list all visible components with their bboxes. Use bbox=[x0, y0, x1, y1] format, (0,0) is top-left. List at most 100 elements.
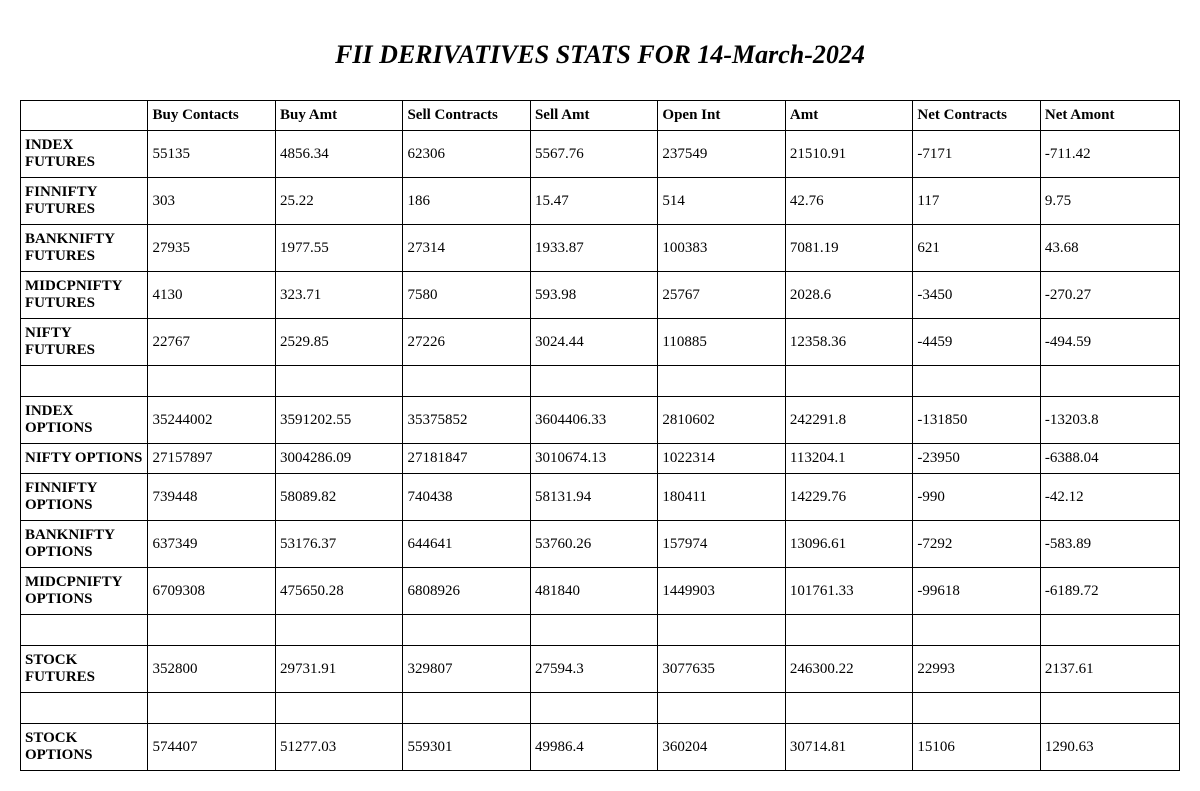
data-cell: 27594.3 bbox=[530, 646, 657, 693]
data-cell: 22993 bbox=[913, 646, 1040, 693]
data-cell: 360204 bbox=[658, 724, 785, 771]
data-cell: 329807 bbox=[403, 646, 530, 693]
table-row: NIFTY FUTURES227672529.85272263024.44110… bbox=[21, 319, 1180, 366]
data-cell: 22767 bbox=[148, 319, 275, 366]
spacer-cell bbox=[1040, 366, 1179, 397]
data-cell: 30714.81 bbox=[785, 724, 912, 771]
data-cell: 7081.19 bbox=[785, 225, 912, 272]
data-cell: 51277.03 bbox=[275, 724, 402, 771]
row-label: NIFTY OPTIONS bbox=[21, 444, 148, 474]
col-header: Sell Amt bbox=[530, 101, 657, 131]
data-cell: 25767 bbox=[658, 272, 785, 319]
data-cell: 157974 bbox=[658, 521, 785, 568]
data-cell: 303 bbox=[148, 178, 275, 225]
data-cell: 27935 bbox=[148, 225, 275, 272]
spacer-cell bbox=[530, 366, 657, 397]
data-cell: -990 bbox=[913, 474, 1040, 521]
spacer-cell bbox=[403, 366, 530, 397]
spacer-cell bbox=[21, 615, 148, 646]
data-cell: -494.59 bbox=[1040, 319, 1179, 366]
data-cell: 35244002 bbox=[148, 397, 275, 444]
data-cell: 574407 bbox=[148, 724, 275, 771]
spacer-cell bbox=[658, 693, 785, 724]
table-header-row: Buy Contacts Buy Amt Sell Contracts Sell… bbox=[21, 101, 1180, 131]
spacer-cell bbox=[913, 366, 1040, 397]
data-cell: -13203.8 bbox=[1040, 397, 1179, 444]
data-cell: 27181847 bbox=[403, 444, 530, 474]
spacer-cell bbox=[913, 615, 1040, 646]
spacer-cell bbox=[1040, 615, 1179, 646]
data-cell: 2137.61 bbox=[1040, 646, 1179, 693]
derivatives-table: Buy Contacts Buy Amt Sell Contracts Sell… bbox=[20, 100, 1180, 771]
data-cell: 2529.85 bbox=[275, 319, 402, 366]
data-cell: 29731.91 bbox=[275, 646, 402, 693]
spacer-cell bbox=[658, 366, 785, 397]
table-row: MIDCPNIFTY OPTIONS6709308475650.28680892… bbox=[21, 568, 1180, 615]
data-cell: 9.75 bbox=[1040, 178, 1179, 225]
data-cell: 2028.6 bbox=[785, 272, 912, 319]
col-header: Open Int bbox=[658, 101, 785, 131]
data-cell: 475650.28 bbox=[275, 568, 402, 615]
data-cell: 237549 bbox=[658, 131, 785, 178]
spacer-cell bbox=[530, 693, 657, 724]
table-row bbox=[21, 366, 1180, 397]
data-cell: 3077635 bbox=[658, 646, 785, 693]
col-header: Amt bbox=[785, 101, 912, 131]
data-cell: 559301 bbox=[403, 724, 530, 771]
table-row: MIDCPNIFTY FUTURES4130323.717580593.9825… bbox=[21, 272, 1180, 319]
col-header: Sell Contracts bbox=[403, 101, 530, 131]
spacer-cell bbox=[148, 366, 275, 397]
data-cell: 12358.36 bbox=[785, 319, 912, 366]
data-cell: 180411 bbox=[658, 474, 785, 521]
row-label: BANKNIFTY OPTIONS bbox=[21, 521, 148, 568]
data-cell: -23950 bbox=[913, 444, 1040, 474]
spacer-cell bbox=[275, 615, 402, 646]
data-cell: 246300.22 bbox=[785, 646, 912, 693]
data-cell: 58089.82 bbox=[275, 474, 402, 521]
spacer-cell bbox=[530, 615, 657, 646]
data-cell: -42.12 bbox=[1040, 474, 1179, 521]
data-cell: 15106 bbox=[913, 724, 1040, 771]
data-cell: 100383 bbox=[658, 225, 785, 272]
data-cell: 1977.55 bbox=[275, 225, 402, 272]
data-cell: 242291.8 bbox=[785, 397, 912, 444]
data-cell: 25.22 bbox=[275, 178, 402, 225]
data-cell: 3004286.09 bbox=[275, 444, 402, 474]
table-row: BANKNIFTY FUTURES279351977.55273141933.8… bbox=[21, 225, 1180, 272]
row-label: STOCK OPTIONS bbox=[21, 724, 148, 771]
data-cell: 43.68 bbox=[1040, 225, 1179, 272]
data-cell: 1449903 bbox=[658, 568, 785, 615]
table-row: INDEX FUTURES551354856.34623065567.76237… bbox=[21, 131, 1180, 178]
table-row: FINNIFTY OPTIONS73944858089.827404385813… bbox=[21, 474, 1180, 521]
data-cell: 6709308 bbox=[148, 568, 275, 615]
data-cell: 101761.33 bbox=[785, 568, 912, 615]
spacer-cell bbox=[21, 693, 148, 724]
spacer-cell bbox=[1040, 693, 1179, 724]
table-row: INDEX OPTIONS352440023591202.55353758523… bbox=[21, 397, 1180, 444]
spacer-cell bbox=[913, 693, 1040, 724]
spacer-cell bbox=[275, 693, 402, 724]
data-cell: 53176.37 bbox=[275, 521, 402, 568]
col-header: Buy Contacts bbox=[148, 101, 275, 131]
data-cell: 27314 bbox=[403, 225, 530, 272]
spacer-cell bbox=[785, 693, 912, 724]
data-cell: 3604406.33 bbox=[530, 397, 657, 444]
col-header: Buy Amt bbox=[275, 101, 402, 131]
data-cell: -3450 bbox=[913, 272, 1040, 319]
data-cell: 113204.1 bbox=[785, 444, 912, 474]
data-cell: 4130 bbox=[148, 272, 275, 319]
data-cell: 1933.87 bbox=[530, 225, 657, 272]
data-cell: -6388.04 bbox=[1040, 444, 1179, 474]
data-cell: 514 bbox=[658, 178, 785, 225]
row-label: FINNIFTY OPTIONS bbox=[21, 474, 148, 521]
data-cell: 58131.94 bbox=[530, 474, 657, 521]
table-row bbox=[21, 693, 1180, 724]
data-cell: -99618 bbox=[913, 568, 1040, 615]
data-cell: 739448 bbox=[148, 474, 275, 521]
data-cell: 110885 bbox=[658, 319, 785, 366]
data-cell: 27157897 bbox=[148, 444, 275, 474]
data-cell: 5567.76 bbox=[530, 131, 657, 178]
spacer-cell bbox=[21, 366, 148, 397]
data-cell: 3024.44 bbox=[530, 319, 657, 366]
data-cell: -7292 bbox=[913, 521, 1040, 568]
